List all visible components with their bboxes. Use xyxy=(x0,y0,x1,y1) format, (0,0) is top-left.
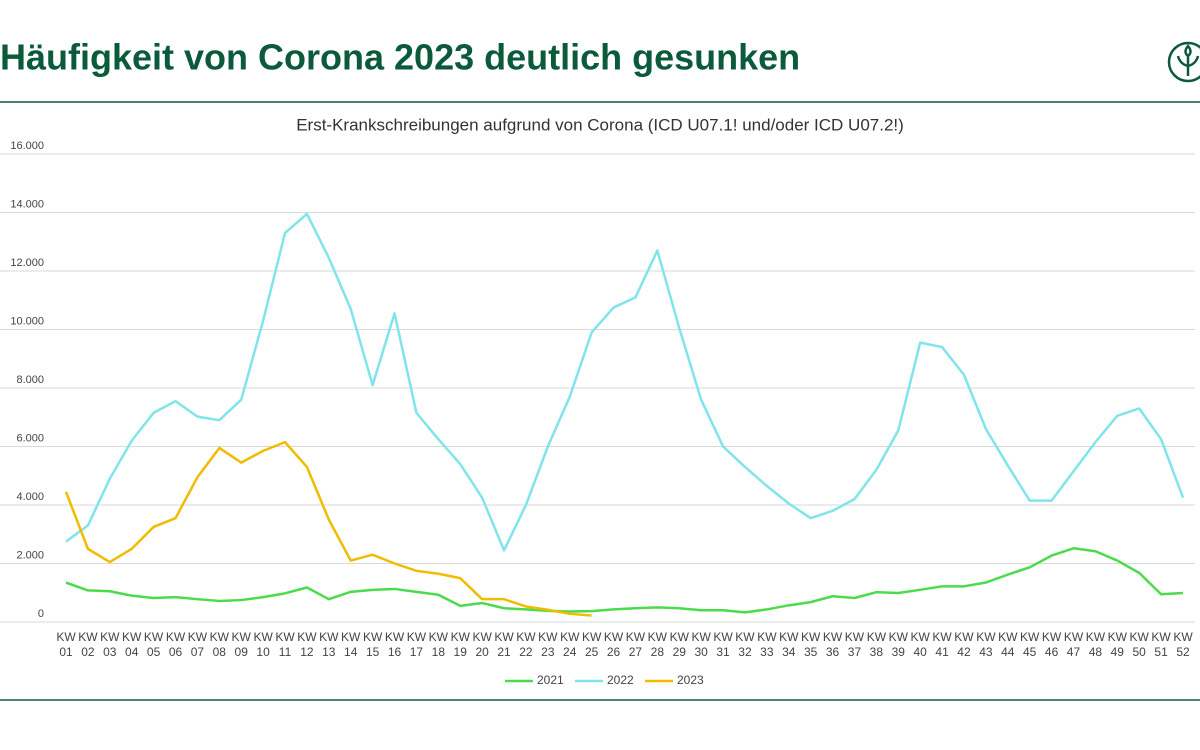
x-tick-label: KW 29 xyxy=(669,630,689,659)
y-tick-label: 10.000 xyxy=(10,315,44,327)
x-tick-label: KW 32 xyxy=(735,630,755,659)
series-line xyxy=(65,547,1184,614)
x-tick-label: KW 36 xyxy=(822,630,843,659)
x-tick-label: KW 39 xyxy=(888,630,908,659)
x-tick-label: KW 34 xyxy=(779,630,799,659)
x-tick-label: KW 16 xyxy=(384,630,405,659)
series-line xyxy=(64,440,592,617)
x-tick-label: KW 31 xyxy=(713,630,733,659)
x-tick-label: KW 43 xyxy=(976,630,996,659)
series-line xyxy=(65,212,1185,552)
y-tick-label: 6.000 xyxy=(16,432,44,444)
x-tick-label: KW 25 xyxy=(581,630,602,659)
legend-label: 2022 xyxy=(607,673,634,687)
x-tick-label: KW 21 xyxy=(494,630,514,659)
y-tick-label: 14.000 xyxy=(10,198,44,210)
x-tick-label: KW 28 xyxy=(647,630,668,659)
x-tick-label: KW 33 xyxy=(757,630,777,659)
x-tick-label: KW 05 xyxy=(143,630,164,659)
x-tick-label: KW 04 xyxy=(122,630,142,659)
x-tick-label: KW 48 xyxy=(1085,630,1106,659)
x-tick-label: KW 10 xyxy=(253,630,273,659)
x-tick-label: KW 12 xyxy=(297,630,317,659)
x-tick-label: KW 30 xyxy=(691,630,711,659)
x-tick-label: KW 44 xyxy=(998,630,1018,659)
x-tick-label: KW 09 xyxy=(231,630,251,659)
legend-label: 2023 xyxy=(677,673,704,687)
x-tick-label: KW 17 xyxy=(406,630,427,659)
x-tick-label: KW 22 xyxy=(516,630,536,659)
x-tick-label: KW 50 xyxy=(1129,630,1149,659)
x-tick-label: KW 08 xyxy=(209,630,229,659)
x-tick-label: KW 45 xyxy=(1020,630,1040,659)
x-tick-label: KW 02 xyxy=(78,630,98,659)
x-tick-label: KW 18 xyxy=(428,630,448,659)
x-tick-label: KW 06 xyxy=(165,630,186,659)
x-tick-label: KW 41 xyxy=(932,630,952,659)
x-tick-label: KW 46 xyxy=(1041,630,1062,659)
x-tick-label: KW 14 xyxy=(341,630,361,659)
x-tick-label: KW 23 xyxy=(538,630,558,659)
logo xyxy=(1167,41,1200,83)
x-tick-label: KW 20 xyxy=(472,630,492,659)
y-tick-label: 8.000 xyxy=(16,374,44,386)
x-tick-label: KW 52 xyxy=(1173,630,1193,659)
y-tick-label: 16.000 xyxy=(10,140,44,152)
y-tick-label: 12.000 xyxy=(10,257,44,269)
x-tick-label: KW 38 xyxy=(866,630,887,659)
x-tick-label: KW 49 xyxy=(1107,630,1127,659)
x-tick-label: KW 37 xyxy=(844,630,865,659)
x-tick-label: KW 24 xyxy=(560,630,580,659)
y-tick-label: 4.000 xyxy=(16,491,44,503)
x-tick-label: KW 26 xyxy=(603,630,624,659)
chart-title: Erst-Krankschreibungen aufgrund von Coro… xyxy=(296,115,904,134)
x-tick-label: KW 03 xyxy=(100,630,120,659)
x-tick-label: KW 19 xyxy=(450,630,470,659)
x-tick-label: KW 35 xyxy=(800,630,821,659)
x-tick-label: KW 42 xyxy=(954,630,974,659)
y-tick-label: 2.000 xyxy=(16,549,44,561)
x-tick-label: KW 15 xyxy=(362,630,383,659)
x-tick-label: KW 11 xyxy=(275,630,295,659)
legend-label: 2021 xyxy=(537,673,564,687)
page-title: Häufigkeit von Corona 2023 deutlich gesu… xyxy=(0,37,800,78)
x-tick-label: KW 51 xyxy=(1151,630,1171,659)
x-tick-label: KW 40 xyxy=(910,630,930,659)
x-tick-label: KW 47 xyxy=(1063,630,1084,659)
y-tick-label: 0 xyxy=(38,608,44,620)
x-tick-label: KW 07 xyxy=(187,630,208,659)
x-tick-label: KW 27 xyxy=(625,630,646,659)
x-tick-label: KW 13 xyxy=(319,630,339,659)
x-tick-label: KW 01 xyxy=(56,630,76,659)
